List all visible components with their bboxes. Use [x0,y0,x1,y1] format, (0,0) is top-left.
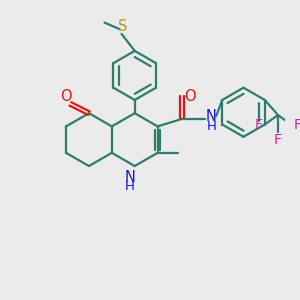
Text: H: H [125,180,135,193]
Text: S: S [118,19,127,34]
Text: F: F [274,133,282,147]
Text: O: O [60,89,71,104]
Text: N: N [124,170,135,185]
Text: O: O [184,89,196,104]
Text: F: F [254,118,262,133]
Text: H: H [206,120,216,133]
Text: F: F [294,118,300,133]
Text: N: N [206,109,217,124]
